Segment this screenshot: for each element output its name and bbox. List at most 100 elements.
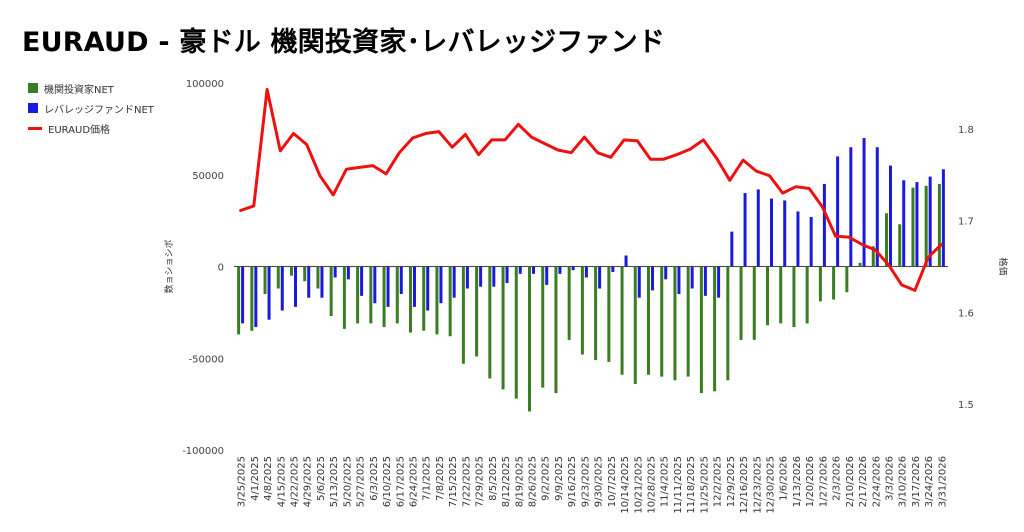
bar-institutional	[409, 266, 412, 333]
bar-institutional	[633, 266, 637, 384]
legend-item-leveraged: レバレッジファンドNET	[28, 98, 154, 118]
bar-institutional	[686, 266, 690, 377]
bar-institutional	[766, 266, 769, 326]
bar-leveraged	[849, 147, 853, 267]
x-tick-label: 3/24/2026	[924, 456, 935, 507]
bar-leveraged	[730, 231, 734, 267]
legend-item-institutional: 機関投資家NET	[28, 78, 154, 98]
y-right-tick-label: 1.7	[958, 217, 974, 228]
y-left-tick-label: 100000	[186, 79, 224, 90]
x-tick-label: 6/24/2025	[409, 456, 420, 507]
bar-leveraged	[677, 266, 681, 295]
legend-swatch-leveraged	[28, 103, 38, 113]
legend-swatch-price	[28, 126, 42, 130]
bar-leveraged	[756, 189, 760, 267]
bar-institutional	[488, 266, 492, 379]
bar-institutional	[594, 266, 598, 361]
bar-leveraged	[307, 266, 311, 298]
x-tick-label: 8/12/2025	[501, 456, 512, 507]
x-tick-label: 12/23/2025	[752, 456, 763, 514]
x-tick-label: 6/10/2025	[382, 456, 393, 507]
y-right-axis-title: 格価	[997, 257, 1009, 275]
bar-institutional	[699, 266, 703, 394]
bar-institutional	[514, 266, 518, 399]
bar-leveraged	[492, 266, 496, 287]
x-tick-label: 10/7/2025	[607, 456, 618, 507]
bar-leveraged	[664, 266, 668, 280]
x-tick-label: 11/11/2025	[673, 456, 684, 514]
bar-leveraged	[346, 266, 350, 280]
bar-institutional	[911, 187, 915, 267]
x-tick-label: 2/17/2026	[858, 456, 869, 507]
y-left-tick-label: -100000	[182, 446, 224, 457]
bar-leveraged	[584, 266, 588, 278]
x-tick-label: 2/10/2026	[845, 456, 856, 507]
x-tick-label: 3/17/2026	[911, 456, 922, 507]
bar-leveraged	[518, 266, 522, 274]
x-tick-label: 12/2/2025	[713, 456, 724, 507]
x-tick-label: 9/30/2025	[594, 456, 605, 507]
x-tick-label: 12/9/2025	[726, 456, 737, 507]
bar-leveraged	[505, 266, 509, 284]
bar-leveraged	[280, 266, 284, 311]
bar-institutional	[832, 266, 836, 300]
x-tick-label: 3/10/2026	[898, 456, 909, 507]
bar-leveraged	[862, 138, 866, 267]
bar-institutional	[713, 266, 717, 392]
bar-leveraged	[690, 266, 694, 289]
chart-legend: 機関投資家NET レバレッジファンドNET EURAUD価格	[28, 78, 154, 138]
x-tick-label: 4/29/2025	[303, 456, 314, 507]
bar-leveraged	[637, 266, 641, 298]
bar-leveraged	[452, 266, 456, 298]
bar-leveraged	[545, 266, 549, 285]
bar-leveraged	[770, 198, 773, 267]
bar-institutional	[263, 266, 267, 295]
bar-institutional	[580, 266, 584, 355]
bar-leveraged	[915, 182, 919, 267]
bar-leveraged	[294, 266, 297, 307]
x-tick-label: 5/20/2025	[342, 456, 353, 507]
x-tick-label: 1/13/2026	[792, 456, 803, 507]
x-tick-label: 2/24/2026	[871, 456, 882, 507]
bar-leveraged	[889, 165, 892, 267]
x-tick-label: 3/3/2026	[885, 456, 896, 501]
bar-institutional	[448, 266, 452, 337]
bar-institutional	[422, 266, 426, 331]
x-tick-label: 11/25/2025	[699, 456, 710, 514]
bar-institutional	[541, 266, 545, 388]
bar-institutional	[607, 266, 611, 362]
bar-institutional	[779, 266, 783, 324]
x-tick-label: 2/3/2026	[832, 456, 843, 501]
bar-institutional	[567, 266, 571, 340]
bar-institutional	[356, 266, 360, 324]
x-tick-label: 12/16/2025	[739, 456, 750, 514]
bar-institutional	[329, 266, 333, 317]
bar-institutional	[461, 266, 465, 364]
x-tick-label: 5/27/2025	[356, 456, 367, 507]
x-tick-label: 10/14/2025	[620, 456, 631, 514]
legend-swatch-institutional	[28, 83, 38, 93]
legend-item-price: EURAUD価格	[28, 118, 154, 138]
y-left-axis-title: 数ョショシボ	[163, 239, 175, 293]
bar-leveraged	[558, 266, 562, 274]
bar-leveraged	[796, 211, 800, 267]
x-tick-label: 7/22/2025	[461, 456, 472, 507]
bar-leveraged	[386, 266, 390, 307]
legend-label-price: EURAUD価格	[48, 124, 111, 136]
x-tick-label: 4/1/2025	[250, 456, 261, 501]
bar-leveraged	[333, 266, 337, 278]
bar-leveraged	[902, 180, 906, 267]
x-tick-label: 9/2/2025	[541, 456, 552, 501]
chart-title: EURAUD - 豪ドル 機関投資家･レバレッジファンド	[22, 27, 666, 58]
bar-leveraged	[426, 266, 430, 311]
bar-leveraged	[413, 266, 416, 307]
x-tick-label: 5/13/2025	[329, 456, 340, 507]
bar-leveraged	[875, 147, 879, 267]
bar-institutional	[845, 266, 849, 293]
x-tick-label: 6/3/2025	[369, 456, 380, 501]
x-tick-label: 4/15/2025	[276, 456, 287, 507]
bar-institutional	[871, 246, 875, 267]
bar-institutional	[620, 266, 624, 375]
bar-leveraged	[783, 200, 787, 267]
bar-leveraged	[941, 169, 945, 267]
